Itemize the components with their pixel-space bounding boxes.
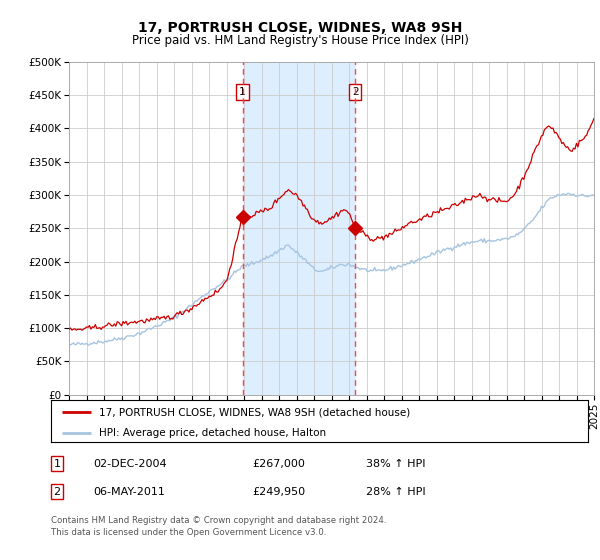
Text: Contains HM Land Registry data © Crown copyright and database right 2024.
This d: Contains HM Land Registry data © Crown c…: [51, 516, 386, 537]
Text: 2: 2: [352, 87, 358, 96]
Text: HPI: Average price, detached house, Halton: HPI: Average price, detached house, Halt…: [100, 428, 326, 438]
Text: 02-DEC-2004: 02-DEC-2004: [93, 459, 167, 469]
Text: 2: 2: [53, 487, 61, 497]
Text: 28% ↑ HPI: 28% ↑ HPI: [366, 487, 425, 497]
Text: 17, PORTRUSH CLOSE, WIDNES, WA8 9SH: 17, PORTRUSH CLOSE, WIDNES, WA8 9SH: [138, 21, 462, 35]
Text: 17, PORTRUSH CLOSE, WIDNES, WA8 9SH (detached house): 17, PORTRUSH CLOSE, WIDNES, WA8 9SH (det…: [100, 407, 410, 417]
Text: £249,950: £249,950: [252, 487, 305, 497]
Text: £267,000: £267,000: [252, 459, 305, 469]
Text: 1: 1: [239, 87, 246, 96]
Bar: [242, 62, 355, 395]
Text: 38% ↑ HPI: 38% ↑ HPI: [366, 459, 425, 469]
Text: Price paid vs. HM Land Registry's House Price Index (HPI): Price paid vs. HM Land Registry's House …: [131, 34, 469, 46]
Text: 06-MAY-2011: 06-MAY-2011: [93, 487, 165, 497]
Text: 1: 1: [53, 459, 61, 469]
